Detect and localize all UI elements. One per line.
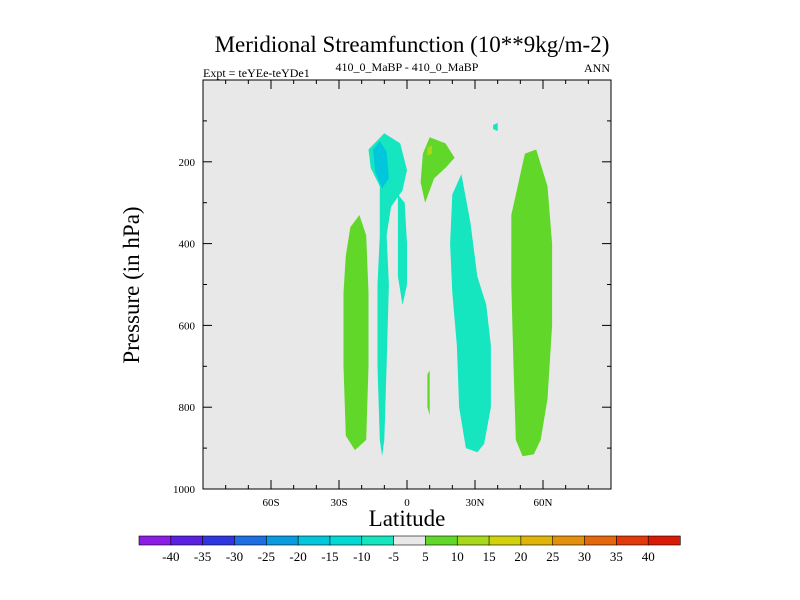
colorbar-level-label: -30 <box>226 549 243 564</box>
subtitle-left: Expt = teYEe-teYDe1 <box>203 66 310 80</box>
colorbar-swatch <box>170 535 204 546</box>
contour-regions <box>343 122 553 457</box>
contour-tropical-lower-speck <box>427 370 430 416</box>
contour-nh-negative-cell <box>450 174 491 453</box>
colorbar-swatch <box>425 535 458 546</box>
contour-tropical-upper-speck <box>493 122 498 132</box>
colorbar-swatch <box>265 535 299 546</box>
y-axis-title: Pressure (in hPa) <box>119 206 144 363</box>
x-tick-label: 0 <box>404 497 410 509</box>
colorbar-swatch <box>393 535 427 546</box>
colorbar-level-label: 20 <box>514 549 527 564</box>
colorbar-swatch <box>520 535 554 546</box>
colorbar-level-label: -5 <box>388 549 399 564</box>
colorbar-level-label: -15 <box>321 549 338 564</box>
contour-nh-positive-cell <box>511 149 553 457</box>
contour-sh-subtropical-cell <box>343 215 369 451</box>
colorbar-swatch <box>456 535 490 546</box>
contour-upper-positive-core <box>427 145 432 156</box>
colorbar-swatch <box>584 535 617 546</box>
colorbar-level-label: -35 <box>194 549 211 564</box>
contour-sh-upper-negative-cell <box>368 133 407 457</box>
colorbar-level-label: -25 <box>258 549 275 564</box>
colorbar-level-label: -20 <box>289 549 306 564</box>
colorbar-level-label: 35 <box>610 549 623 564</box>
contour-equatorial-negative-strip <box>397 194 407 305</box>
x-tick-label: 30S <box>330 497 347 509</box>
colorbar-level-label: 30 <box>578 549 591 564</box>
colorbar-level-label: 5 <box>422 549 429 564</box>
subtitle-right: ANN <box>584 61 610 75</box>
colorbar-swatch <box>297 535 331 546</box>
colorbar-swatch <box>138 535 172 546</box>
colorbar-level-label: 40 <box>642 549 655 564</box>
y-tick-label: 200 <box>179 157 196 169</box>
colorbar-swatch <box>361 535 395 546</box>
colorbar-level-label: -10 <box>353 549 370 564</box>
x-axis-title: Latitude <box>369 506 446 531</box>
colorbar-swatch <box>552 535 586 546</box>
colorbar-swatch <box>616 535 649 546</box>
contour-sh-upper-core <box>373 141 389 189</box>
colorbar-level-label: 10 <box>451 549 464 564</box>
colorbar-level-label: 15 <box>483 549 496 564</box>
chart-title: Meridional Streamfunction (10**9kg/m-2) <box>215 32 610 57</box>
colorbar-swatch <box>202 535 236 546</box>
x-tick-label: 60S <box>262 497 279 509</box>
colorbar-swatch <box>488 535 522 546</box>
colorbar: -40 -35 -30 -25 -20 -15 -10 -5 5 10 15 20 25 30 35 40 <box>138 535 681 564</box>
y-tick-label: 400 <box>179 239 196 251</box>
colorbar-swatch <box>647 535 681 546</box>
y-tick-label: 600 <box>179 320 196 332</box>
colorbar-swatch <box>329 535 363 546</box>
subtitle-center: 410_0_MaBP - 410_0_MaBP <box>336 60 479 74</box>
x-tick-label: 60N <box>534 497 553 509</box>
axis-ticks: 60S 30S 0 30N 60N 200 400 600 800 1000 <box>173 80 611 509</box>
y-tick-label: 800 <box>179 402 196 414</box>
colorbar-swatch <box>234 535 267 546</box>
x-tick-label: 30N <box>466 497 485 509</box>
colorbar-level-label: 25 <box>546 549 559 564</box>
colorbar-level-label: -40 <box>162 549 179 564</box>
y-tick-label: 1000 <box>173 484 196 496</box>
